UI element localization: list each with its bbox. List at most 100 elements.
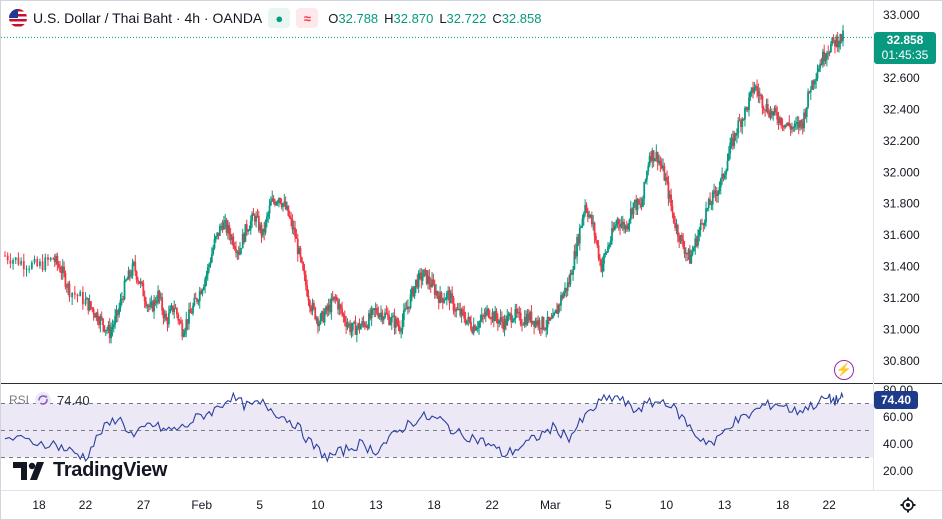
candle-body <box>538 320 541 329</box>
candle-body <box>582 213 585 219</box>
candle-body <box>706 208 709 210</box>
candle-body <box>467 317 470 321</box>
candle-body <box>577 236 580 244</box>
candle-body <box>429 283 432 288</box>
candle-body <box>162 310 165 319</box>
candle-body <box>354 321 357 335</box>
lightning-icon[interactable]: ⚡ <box>834 360 854 380</box>
candle-body <box>325 306 327 314</box>
candle-body <box>754 86 757 88</box>
candle-body <box>586 211 589 218</box>
candle-body <box>701 223 703 225</box>
candle-body <box>227 225 229 233</box>
ohlc-close: C32.858 <box>492 10 542 26</box>
candle-body <box>400 329 403 332</box>
candle-body <box>314 307 317 320</box>
wave-icon[interactable]: ≈ <box>296 8 319 28</box>
candle-body <box>637 199 640 204</box>
candle-body <box>100 316 103 319</box>
candle-body <box>608 244 611 247</box>
time-tick-label: 18 <box>32 498 46 512</box>
refresh-icon[interactable] <box>35 392 52 408</box>
candle-body <box>813 80 816 85</box>
candle-body <box>392 315 395 317</box>
candle-body <box>386 313 389 316</box>
candle-body <box>549 318 552 321</box>
candle-body <box>318 323 321 327</box>
candle-body <box>470 321 472 330</box>
us-flag-icon <box>9 9 27 27</box>
candle-body <box>783 125 785 128</box>
candle-body <box>702 223 705 226</box>
candle-body <box>562 293 565 299</box>
candle-body <box>390 316 393 323</box>
candle-body <box>268 205 271 214</box>
candle-body <box>406 306 409 310</box>
candle-body <box>104 329 107 332</box>
candle-body <box>471 329 474 334</box>
candle-body <box>808 91 811 93</box>
candle-body <box>88 301 91 311</box>
candle-body <box>201 289 204 294</box>
rsi-label[interactable]: RSI <box>9 393 30 407</box>
candle-body <box>768 113 771 118</box>
candle-body <box>237 251 240 255</box>
candle-body <box>112 324 115 327</box>
candle-body <box>245 224 248 232</box>
candle-body <box>295 236 298 239</box>
candle-body <box>153 299 155 312</box>
candle-body <box>662 166 664 169</box>
candle-body <box>515 309 518 314</box>
candle-body <box>479 320 482 323</box>
candle-body <box>192 305 194 314</box>
candle-body <box>788 122 791 127</box>
candle-body <box>212 248 215 255</box>
candle-body <box>330 298 333 313</box>
candle-body <box>468 317 471 322</box>
candle-body <box>510 313 513 323</box>
candle-body <box>256 215 259 217</box>
candle-body <box>286 205 288 209</box>
candle-body <box>792 127 795 129</box>
candle-body <box>713 190 715 193</box>
candle-body <box>552 315 554 319</box>
dot-icon[interactable]: ● <box>268 8 291 28</box>
candle-body <box>424 269 427 271</box>
candle-body <box>752 87 754 93</box>
candle-body <box>417 272 420 288</box>
candle-body <box>64 273 67 287</box>
candle-body <box>79 291 82 297</box>
candle-body <box>679 235 682 242</box>
rsi-line <box>4 391 844 463</box>
settings-gear-icon[interactable] <box>899 496 917 514</box>
candle-body <box>667 181 670 199</box>
candle-body <box>141 281 143 283</box>
candle-body <box>711 192 714 205</box>
candle-body <box>835 36 838 47</box>
candle-body <box>462 309 464 313</box>
candle-body <box>503 319 506 330</box>
candle-body <box>261 228 264 236</box>
candle-body <box>542 317 545 329</box>
candle-body <box>683 247 686 254</box>
candle-body <box>472 325 475 334</box>
candle-body <box>240 248 243 250</box>
candle-body <box>290 217 292 220</box>
candle-body <box>530 311 533 324</box>
time-axis[interactable]: 18 22 27 Feb 5 10 13 18 22 Mar 5 10 13 18 22 <box>32 498 836 512</box>
symbol-title[interactable]: U.S. Dollar / Thai Baht · 4h · OANDA <box>33 10 263 26</box>
candle-body <box>394 318 397 328</box>
candle-body <box>210 254 213 263</box>
candle-body <box>821 51 824 65</box>
candle-body <box>463 312 466 319</box>
candle-body <box>635 199 638 211</box>
price-tick-label: 32.000 <box>883 165 920 179</box>
candle-body <box>758 94 761 96</box>
candle-body <box>825 52 828 59</box>
candle-body <box>6 255 9 261</box>
candle-body <box>30 262 33 269</box>
candle-body <box>656 152 659 163</box>
candle-body <box>664 177 667 181</box>
